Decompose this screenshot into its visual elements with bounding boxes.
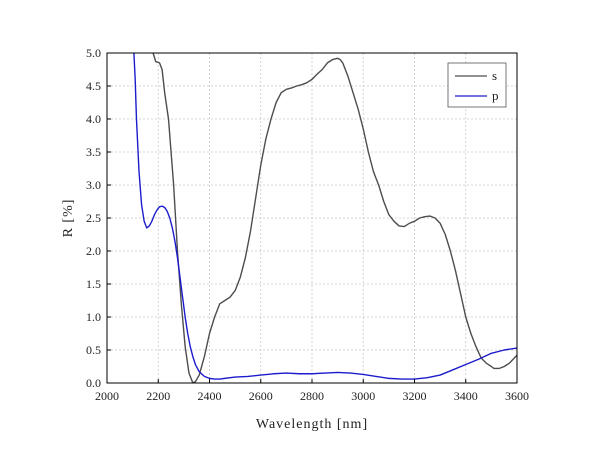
legend-label-p: p: [492, 88, 499, 103]
grid: [107, 53, 517, 383]
legend-label-s: s: [492, 68, 497, 83]
y-tick-label: 2.5: [86, 211, 101, 225]
legend: s p: [447, 62, 507, 108]
y-tick-label: 4.0: [86, 112, 101, 126]
x-tick-label: 3000: [351, 389, 375, 403]
series-line-p: [133, 53, 517, 380]
x-tick-label: 3400: [454, 389, 478, 403]
y-tick-label: 0.0: [86, 376, 101, 390]
x-tick-label: 3600: [505, 389, 529, 403]
x-tick-label: 2000: [95, 389, 119, 403]
y-tick-label: 4.5: [86, 79, 101, 93]
y-tick-label: 2.0: [86, 244, 101, 258]
legend-box: [447, 62, 507, 108]
x-tick-label: 2400: [198, 389, 222, 403]
y-axis-title: R [%]: [61, 199, 76, 238]
series-line-s: [152, 53, 517, 383]
axis-ticks: 2000 2200 2400 2600 2800 3000 3200 3400 3600 0.0 0…: [86, 46, 529, 403]
y-tick-label: 5.0: [86, 46, 101, 60]
y-tick-label: 3.0: [86, 178, 101, 192]
x-axis-title: Wavelength [nm]: [256, 417, 368, 432]
y-tick-label: 1.0: [86, 310, 101, 324]
x-tick-label: 2800: [300, 389, 324, 403]
series-layer: [133, 53, 517, 383]
y-tick-label: 0.5: [86, 343, 101, 357]
x-tick-label: 2200: [146, 389, 170, 403]
x-tick-label: 2600: [249, 389, 273, 403]
x-tick-label: 3200: [403, 389, 427, 403]
y-tick-label: 3.5: [86, 145, 101, 159]
y-tick-label: 1.5: [86, 277, 101, 291]
